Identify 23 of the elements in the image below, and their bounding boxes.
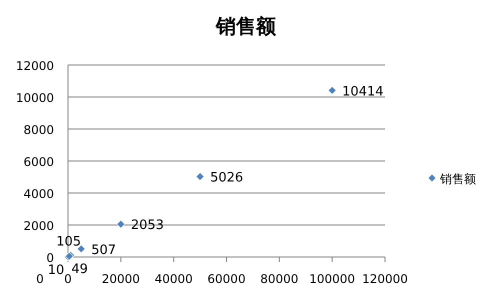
x-tick-label: 20000 (102, 272, 140, 286)
data-label: 10 (48, 262, 64, 278)
y-tick-label: 12000 (16, 59, 54, 73)
x-tick-label: 0 (64, 272, 72, 286)
data-label: 507 (91, 242, 116, 258)
data-label: 2053 (130, 218, 164, 234)
chart-title: 销售额 (215, 14, 277, 38)
data-label: 49 (71, 262, 88, 278)
x-tick-label: 60000 (207, 272, 246, 286)
y-tick-label: 4000 (23, 187, 54, 201)
y-tick-label: 0 (46, 251, 54, 265)
y-tick-label: 6000 (23, 155, 54, 169)
y-tick-label: 8000 (23, 123, 54, 137)
x-tick-label: 80000 (260, 272, 298, 286)
x-tick-label: 40000 (154, 272, 193, 286)
x-tick-label: 100000 (309, 272, 356, 286)
y-tick-label: 10000 (16, 91, 54, 105)
data-label: 105 (56, 234, 82, 250)
data-label: 5026 (210, 170, 244, 186)
x-tick-label: 120000 (362, 272, 408, 286)
y-tick-label: 2000 (23, 219, 54, 233)
data-label: 10414 (342, 84, 384, 100)
legend-label: 销售额 (439, 172, 476, 186)
